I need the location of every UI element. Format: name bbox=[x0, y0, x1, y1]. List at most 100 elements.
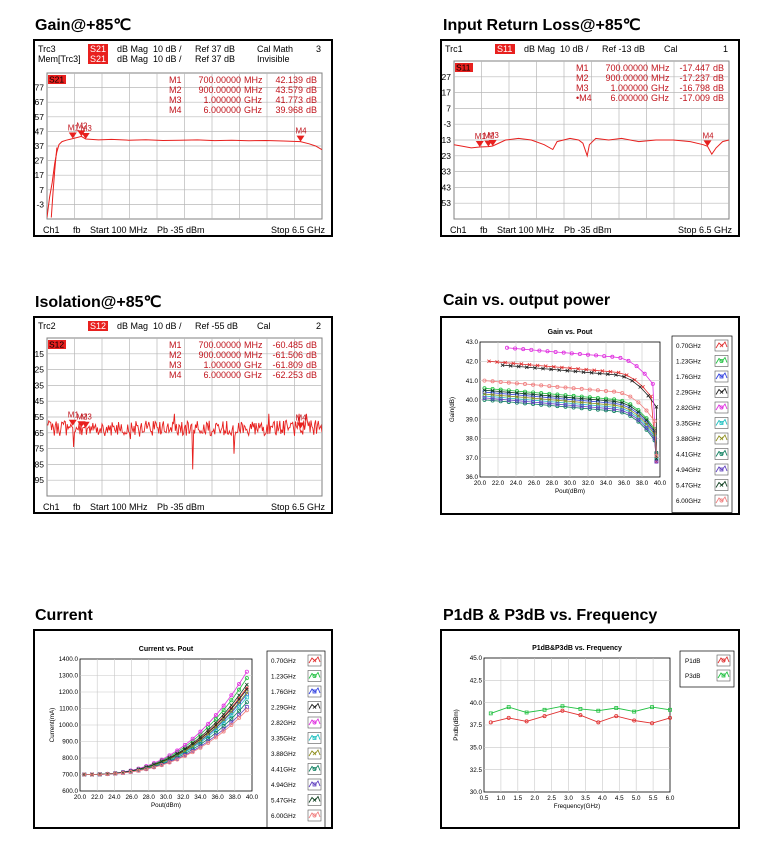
p1-s1-point bbox=[632, 709, 637, 714]
cur-s7-legend-icon-line bbox=[308, 764, 321, 772]
gvp-s9-point bbox=[579, 396, 584, 401]
cur-section-title: Current bbox=[35, 607, 93, 624]
gvp-s8-point bbox=[563, 402, 568, 407]
gvp-s8-point bbox=[482, 396, 487, 400]
cur-s9-point bbox=[229, 703, 234, 708]
gvp-s6-point bbox=[498, 393, 503, 398]
gvp-s6-point bbox=[539, 397, 544, 401]
iso-marker-freq: 900.00000 bbox=[198, 350, 241, 360]
p1-chart: P1dB&P3dB vs. Frequency 0.5 1.0 1.5 2.0 2.5 3.… bbox=[453, 645, 735, 810]
cur-s10-point bbox=[97, 772, 102, 777]
p1-ylabel: Pxdb(dBm) bbox=[453, 709, 460, 741]
irl-marker-vunit: dB bbox=[713, 73, 724, 83]
p1-s1-point bbox=[578, 707, 583, 711]
gvp-s9-point bbox=[531, 392, 535, 397]
cur-ytick-label: 800.0 bbox=[62, 755, 78, 762]
cur-s10-point bbox=[113, 771, 118, 776]
gain-header-text: Ref 37 dB bbox=[195, 54, 235, 64]
irl-marker-label: M1 bbox=[475, 132, 487, 141]
gvp-s4-point bbox=[529, 347, 534, 352]
cur-s1-point bbox=[237, 687, 242, 692]
p1-s0-point bbox=[596, 720, 601, 725]
cur-s9-point bbox=[198, 735, 203, 739]
gvp-legend-label: 3.35GHz bbox=[676, 421, 701, 428]
gvp-s6-point bbox=[563, 399, 568, 403]
irl-marker-triangle bbox=[488, 140, 497, 147]
cur-xtick-label: 26.0 bbox=[125, 794, 138, 801]
gain-marker-value: 43.579 bbox=[275, 85, 303, 95]
gvp-s0-point bbox=[632, 377, 637, 382]
gain-header-text: Cal Math bbox=[257, 44, 293, 54]
cur-s1-point bbox=[221, 707, 226, 712]
iso-marker-label: M2 bbox=[76, 412, 88, 421]
gvp-section-title: Cain vs. output power bbox=[443, 292, 611, 309]
gvp-s6-point bbox=[515, 394, 519, 399]
gain-marker-name: M1 bbox=[169, 75, 182, 85]
cur-s4-point bbox=[229, 693, 234, 698]
irl-chart-frame: Trc1 S11 dB Mag 10 dB / Ref -13 dB Cal 1 27 17 7 -… bbox=[440, 39, 740, 237]
gvp-s8-point bbox=[654, 459, 659, 464]
gvp-legend-label: 0.70GHz bbox=[676, 343, 701, 350]
gvp-s9-point bbox=[596, 398, 600, 402]
irl-footer-ch: Ch1 bbox=[450, 225, 467, 235]
cur-s7-point bbox=[206, 736, 211, 741]
p1-ytick-label: 32.5 bbox=[470, 767, 483, 774]
cur-xtick-label: 24.0 bbox=[108, 794, 121, 801]
gvp-s10-point bbox=[555, 384, 560, 389]
iso-marker-freq: 700.00000 bbox=[198, 340, 241, 350]
gvp-s8-point bbox=[490, 396, 495, 401]
iso-marker-name: M1 bbox=[169, 340, 182, 350]
cur-s10-point bbox=[213, 735, 218, 740]
gain-ytick-label: 37 bbox=[35, 141, 44, 151]
p1-ytick-label: 45.0 bbox=[470, 655, 483, 662]
gvp-s9-point bbox=[563, 395, 568, 400]
cur-ytick-label: 900.0 bbox=[62, 739, 78, 746]
cur-s10-point bbox=[244, 708, 249, 713]
irl-marker-label: M4 bbox=[703, 131, 715, 140]
cur-s6-point bbox=[229, 709, 234, 714]
gvp-legend-label: 3.88GHz bbox=[676, 436, 701, 443]
gain-marker-name: M3 bbox=[169, 95, 182, 105]
iso-marker-label: M4 bbox=[296, 414, 308, 423]
cur-s2-legend-icon-line bbox=[308, 687, 321, 695]
cur-ylabel: Current(mA) bbox=[49, 708, 56, 743]
gvp-s8-point bbox=[498, 397, 503, 402]
cur-chart: Current vs. Pout 20.0 22.0 24.0 26.0 28.0 30.0… bbox=[49, 646, 326, 827]
cur-s10-point bbox=[105, 772, 110, 777]
gain-chart: Trc3 S21 dB Mag 10 dB / Ref 37 dB Cal Math 3 Me… bbox=[35, 44, 325, 235]
iso-chart-frame: Trc2 S12 dB Mag 10 dB / Ref -55 dB Cal 2 -15 -25… bbox=[33, 316, 333, 514]
iso-trace-tag-bg bbox=[88, 321, 108, 331]
gvp-s9-point bbox=[652, 428, 657, 433]
cur-s6-point bbox=[237, 700, 241, 705]
gvp-xtick-label: 32.0 bbox=[582, 480, 595, 487]
gvp-s8-point bbox=[628, 412, 633, 416]
irl-marker-unit: GHz bbox=[651, 93, 670, 103]
gvp-s9-point bbox=[515, 391, 519, 395]
iso-grid-tag: S12 bbox=[49, 340, 64, 350]
iso-marker-value: -60.485 bbox=[272, 340, 303, 350]
p1-s1-point bbox=[506, 705, 511, 710]
cur-title: Current vs. Pout bbox=[139, 646, 194, 653]
gvp-s6-point bbox=[587, 401, 592, 405]
gvp-title: Gain vs. Pout bbox=[548, 329, 593, 336]
iso-marker-name: M2 bbox=[169, 350, 182, 360]
gvp-s9-point bbox=[498, 389, 503, 394]
gvp-s4-point bbox=[513, 346, 518, 351]
p1-xtick-label: 4.0 bbox=[598, 795, 607, 802]
gvp-s4-legend-point bbox=[719, 405, 724, 410]
gain-ytick-label: 7 bbox=[39, 185, 44, 195]
gain-section-title: Gain@+85℃ bbox=[35, 17, 132, 34]
cur-s10-point bbox=[136, 768, 141, 773]
irl-marker-vunit: dB bbox=[713, 63, 724, 73]
irl-ytick-label: 7 bbox=[446, 103, 451, 113]
cur-chart-frame: Current vs. Pout 20.0 22.0 24.0 26.0 28.0 30.0… bbox=[33, 629, 333, 829]
cur-legend-label: 4.94GHz bbox=[271, 782, 296, 789]
gvp-s10-point bbox=[644, 408, 649, 413]
cur-xtick-label: 20.0 bbox=[74, 794, 87, 801]
p1-xtick-label: 2.0 bbox=[530, 795, 539, 802]
gvp-s6-point bbox=[547, 397, 552, 402]
gvp-s10-point bbox=[539, 383, 544, 388]
iso-header-text: Ref -55 dB bbox=[195, 321, 238, 331]
gvp-s9-point bbox=[539, 393, 544, 397]
cur-ytick-label: 1300.0 bbox=[59, 673, 79, 680]
